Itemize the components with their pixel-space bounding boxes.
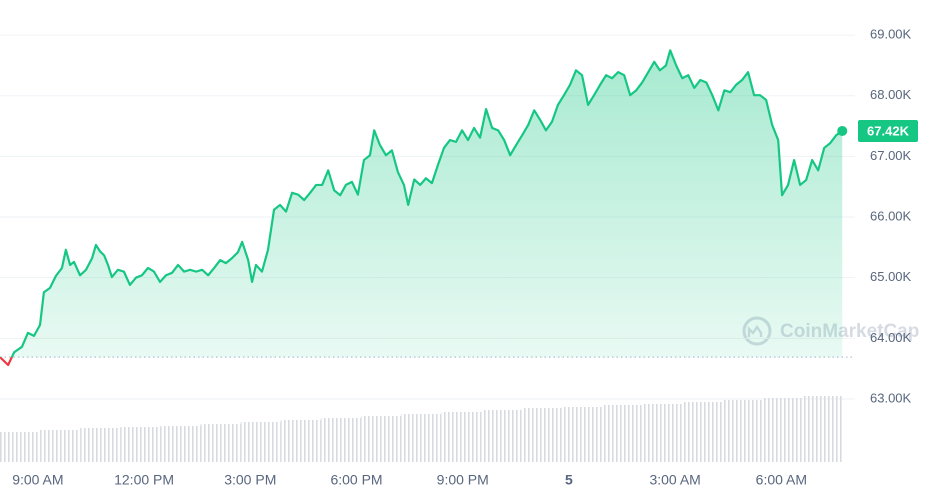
x-tick-label: 6:00 PM — [330, 472, 382, 488]
volume-bar — [360, 416, 402, 462]
x-tick-label: 3:00 PM — [224, 472, 276, 488]
y-tick-label: 64.00K — [870, 330, 912, 345]
volume-bar — [160, 426, 201, 462]
volume-bar — [80, 428, 121, 462]
volume-bar — [280, 420, 321, 462]
volume-bar — [120, 427, 161, 462]
x-tick-label: 9:00 PM — [437, 472, 489, 488]
y-tick-label: 63.00K — [870, 390, 912, 405]
volume-bar — [320, 418, 361, 462]
price-line — [0, 49, 843, 358]
volume-bar — [200, 424, 241, 462]
price-badge-text: 67.42K — [867, 123, 910, 138]
y-tick-label: 67.00K — [870, 148, 912, 163]
volume-bar — [561, 407, 602, 462]
volume-bar — [441, 412, 482, 462]
volume-bar — [240, 422, 281, 462]
x-tick-label: 12:00 PM — [114, 472, 174, 488]
volume-bar — [401, 414, 442, 462]
volume-bar — [721, 400, 763, 462]
volume-bar — [762, 398, 803, 462]
volume-bar — [681, 402, 722, 462]
volume-bar — [0, 432, 41, 462]
volume-bar — [641, 404, 682, 462]
x-tick-label: 9:00 AM — [12, 472, 63, 488]
y-tick-label: 69.00K — [870, 27, 912, 42]
volume-bar — [601, 405, 642, 462]
last-point — [837, 125, 848, 136]
volume-bar — [802, 396, 843, 462]
volume-bar — [40, 430, 81, 462]
volume-bar — [481, 410, 522, 462]
price-badge — [858, 119, 918, 142]
y-tick-label: 68.00K — [870, 87, 912, 102]
x-tick-label: 5 — [565, 472, 573, 488]
volume-bar — [521, 408, 562, 462]
x-tick-label: 3:00 AM — [649, 472, 700, 488]
y-tick-label: 65.00K — [870, 269, 912, 284]
y-tick-label: 66.00K — [870, 208, 912, 223]
price-area — [0, 50, 843, 358]
x-tick-label: 6:00 AM — [756, 472, 807, 488]
